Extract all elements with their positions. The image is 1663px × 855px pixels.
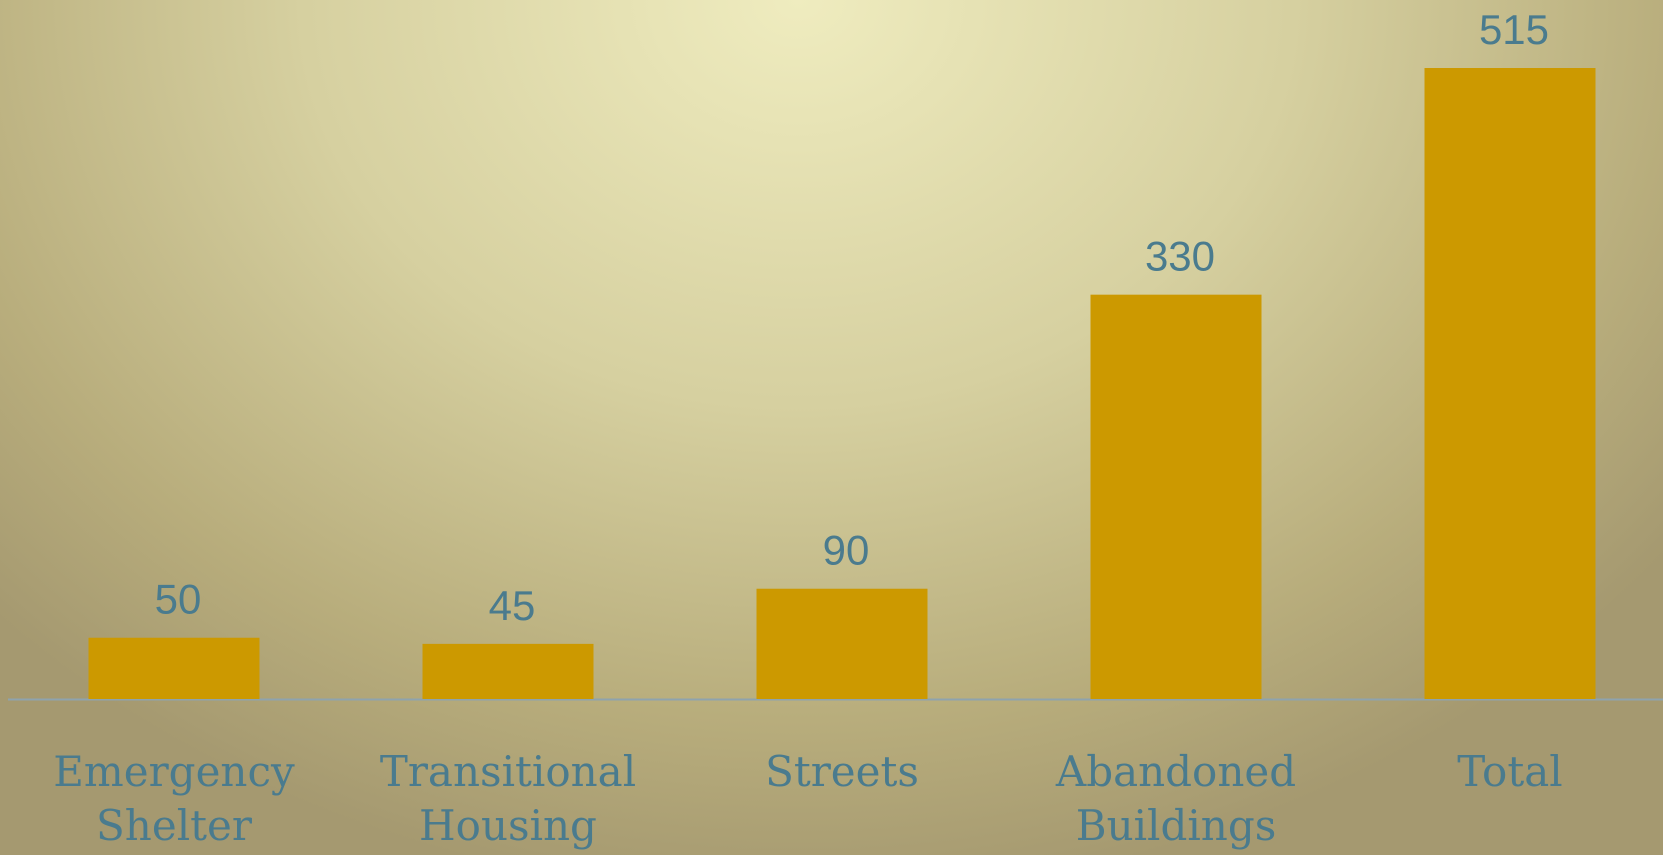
- bar: [1090, 294, 1262, 699]
- value-label: 90: [823, 527, 870, 574]
- bar: [1424, 68, 1596, 699]
- x-tick-label: Streets: [765, 747, 919, 796]
- x-tick-label: Total: [1457, 747, 1563, 796]
- x-tick-label: Abandoned Buildings: [1055, 747, 1297, 850]
- value-label: 515: [1479, 6, 1549, 53]
- value-label: 45: [489, 582, 536, 629]
- x-tick-label: Transitional Housing: [379, 747, 637, 850]
- value-label: 50: [155, 576, 202, 623]
- bar: [88, 637, 260, 699]
- bar: [756, 588, 928, 699]
- bar: [422, 643, 594, 699]
- x-tick-label: Emergency Shelter: [53, 747, 295, 850]
- value-label: 330: [1145, 233, 1215, 280]
